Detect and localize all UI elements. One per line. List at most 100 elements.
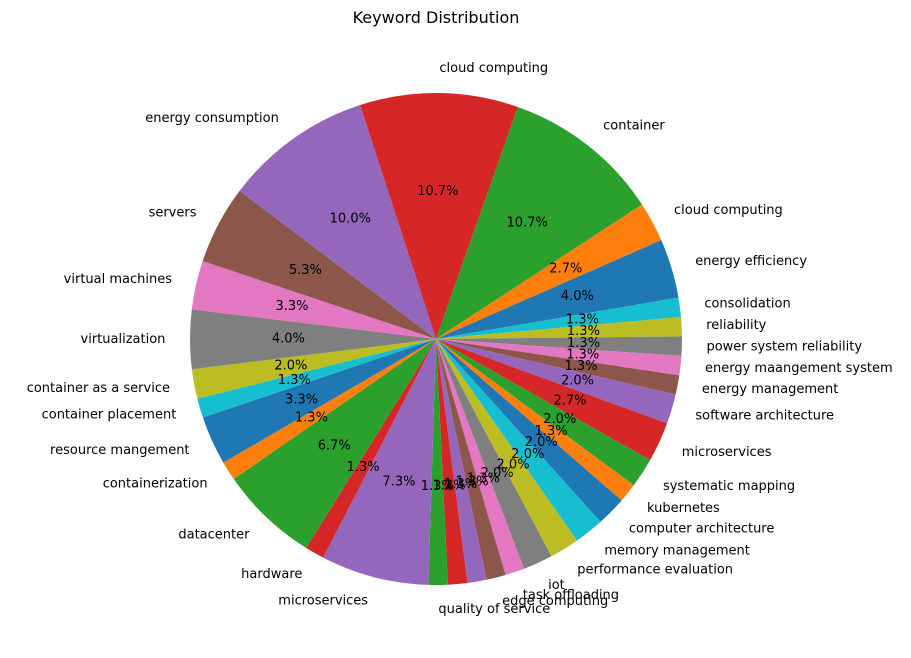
slice-labels: cloud computing container cloud computing e…	[27, 61, 893, 617]
slice-percent-label: 1.3%	[456, 475, 489, 490]
slice-percent-label: 1.3%	[564, 359, 597, 374]
slice-percent-label: 1.3%	[567, 324, 600, 339]
slice-percent-label: 10.7%	[417, 184, 458, 199]
slice-category-label: hardware	[241, 567, 302, 582]
pie-slice	[436, 339, 468, 585]
slice-category-label: systematic mapping	[663, 479, 795, 494]
slice-percent-label: 2.0%	[543, 412, 576, 427]
slice-percent-label: 2.0%	[561, 374, 594, 389]
pie-slice	[436, 339, 634, 501]
slice-percent-label: 2.0%	[525, 435, 558, 450]
pie-slice	[436, 339, 622, 522]
pie-slice	[436, 339, 668, 461]
slice-category-label: software architecture	[695, 409, 834, 424]
slice-category-label: virtual machines	[64, 272, 173, 287]
slice-percent-label: 2.0%	[511, 447, 544, 462]
pie-slice	[436, 204, 662, 339]
pie-slice	[359, 93, 518, 339]
slice-category-label: servers	[149, 206, 197, 221]
slice-percent-label: 1.3%	[444, 477, 477, 492]
slice-percent-label: 3.3%	[275, 299, 308, 314]
pie-slice	[233, 339, 436, 548]
slice-category-label: microservices	[682, 445, 772, 460]
slice-percent-label: 2.0%	[274, 359, 307, 374]
slice-category-label: quality of service	[438, 602, 550, 617]
slice-category-label: containerization	[103, 477, 208, 492]
pie-slice	[436, 297, 682, 339]
slice-category-label: kubernetes	[647, 501, 720, 516]
slice-percent-label: 4.0%	[561, 289, 594, 304]
slice-percent-label: 1.3%	[295, 411, 328, 426]
percent-labels: 10.7%10.7%2.7%4.0%1.3%1.3%1.3%1.3%1.3%2.…	[272, 184, 600, 494]
slice-percent-label: 1.3%	[535, 424, 568, 439]
slice-category-label: virtualization	[81, 332, 166, 347]
slice-category-label: memory management	[604, 543, 750, 558]
slice-category-label: power system reliability	[706, 339, 862, 354]
slice-category-label: performance evaluation	[577, 562, 733, 577]
pie-slice	[436, 339, 577, 557]
slice-category-label: container as a service	[27, 381, 170, 396]
slice-percent-label: 2.7%	[549, 261, 582, 276]
pie-slice	[436, 339, 601, 541]
pie-slice	[223, 339, 436, 480]
pie-slice	[436, 339, 676, 424]
pie-slice	[436, 339, 552, 569]
pie-slice	[436, 339, 506, 580]
slice-percent-label: 10.7%	[507, 215, 548, 230]
slice-percent-label: 1.3%	[566, 348, 599, 363]
pie-slice	[202, 339, 436, 463]
slice-percent-label: 1.3%	[467, 471, 500, 486]
pie-slice	[239, 105, 436, 339]
pie-slice	[191, 339, 436, 399]
slice-category-label: container	[603, 119, 665, 134]
slice-percent-label: 2.7%	[554, 393, 587, 408]
chart-title: Keyword Distribution	[353, 8, 520, 27]
pie-slice	[436, 339, 682, 376]
pie-slice	[436, 339, 651, 486]
pie-slice	[436, 316, 682, 339]
slice-percent-label: 7.3%	[382, 474, 415, 489]
pie-slice	[428, 339, 448, 585]
pie-slice	[436, 339, 525, 575]
slice-percent-label: 10.0%	[330, 211, 371, 226]
slice-category-label: energy management	[702, 382, 839, 397]
pie-slice	[436, 107, 643, 339]
pie-slice	[197, 339, 436, 418]
slice-category-label: iot	[548, 578, 565, 593]
slice-percent-label: 1.3%	[347, 460, 380, 475]
pie-slice	[436, 339, 680, 395]
pie-slice	[202, 190, 436, 339]
pie-slice	[190, 309, 436, 370]
slice-percent-label: 3.3%	[285, 392, 318, 407]
slice-category-label: datacenter	[178, 528, 250, 543]
slice-category-label: energy efficiency	[695, 254, 807, 269]
pie-slice	[306, 339, 436, 558]
slice-percent-label: 1.3%	[432, 479, 465, 494]
slice-category-label: edge computing	[502, 594, 608, 609]
slice-category-label: cloud computing	[674, 203, 783, 218]
slice-category-label: container placement	[42, 408, 177, 423]
pie-slice	[436, 336, 682, 356]
slice-category-label: task offloading	[523, 588, 619, 603]
slice-percent-label: 1.3%	[278, 373, 311, 388]
slice-category-label: microservices	[278, 593, 368, 608]
slice-percent-label: 6.7%	[318, 438, 351, 453]
slice-percent-label: 2.0%	[481, 466, 514, 481]
pie-slice	[436, 240, 679, 339]
slice-category-label: resource mangement	[50, 443, 189, 458]
slice-category-label: computer architecture	[629, 521, 775, 536]
slice-category-label: cloud computing	[439, 61, 548, 76]
pie-slice	[323, 339, 436, 585]
slice-category-label: energy maangement system	[705, 361, 893, 376]
slice-percent-label: 1.3%	[567, 336, 600, 351]
slice-percent-label: 1.3%	[566, 312, 599, 327]
slice-percent-label: 1.3%	[421, 479, 454, 494]
slice-category-label: energy consumption	[145, 111, 279, 126]
slice-category-label: consolidation	[704, 297, 790, 312]
pie-slices	[190, 93, 682, 585]
slice-percent-label: 2.0%	[497, 457, 530, 472]
slice-percent-label: 5.3%	[289, 263, 322, 278]
slice-percent-label: 4.0%	[272, 332, 305, 347]
